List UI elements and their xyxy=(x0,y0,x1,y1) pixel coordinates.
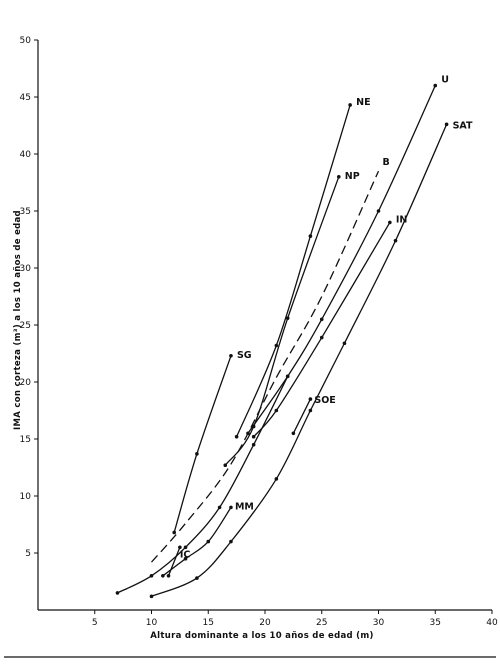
y-tick-label: 5 xyxy=(25,549,31,559)
series-mm xyxy=(161,505,233,578)
series-labels: SG IC MM NE NP B U IN SAT SOE xyxy=(180,75,473,561)
data-point xyxy=(308,234,313,238)
series-line xyxy=(224,176,340,466)
data-point xyxy=(172,530,176,535)
data-point xyxy=(166,574,171,578)
data-point xyxy=(388,220,392,225)
data-point xyxy=(291,431,296,436)
series-sg xyxy=(172,353,233,535)
series-line xyxy=(253,222,391,438)
data-point xyxy=(336,175,341,179)
y-tick-label: 10 xyxy=(20,492,32,502)
data-point xyxy=(149,574,154,578)
x-tick-label: 35 xyxy=(430,618,441,628)
data-point xyxy=(223,463,228,468)
data-point xyxy=(234,434,239,439)
data-point xyxy=(308,408,313,413)
x-tick-label: 40 xyxy=(486,618,498,628)
x-axis-title: Altura dominante a los 10 años de edad (… xyxy=(150,631,373,641)
data-point xyxy=(308,397,313,401)
data-point xyxy=(444,122,449,127)
data-point xyxy=(246,431,250,436)
axes: 5 10 15 20 25 30 35 40 5 10 15 20 25 30 35 40 45 50 xyxy=(20,36,498,628)
series-label: SAT xyxy=(453,120,473,131)
data-point xyxy=(161,574,165,578)
y-tick-label: 25 xyxy=(20,321,31,331)
series-line xyxy=(236,104,351,437)
series-soe xyxy=(291,397,313,436)
series-line xyxy=(117,376,289,594)
data-point xyxy=(229,353,233,358)
data-point xyxy=(195,576,199,580)
series-b xyxy=(151,170,380,563)
data-point xyxy=(217,505,222,510)
data-point xyxy=(274,408,279,413)
series-label: B xyxy=(383,157,390,168)
series-sat xyxy=(149,122,449,599)
data-point xyxy=(274,477,279,481)
series-u xyxy=(246,83,438,436)
x-tick-label: 25 xyxy=(316,618,327,628)
y-tick-label: 15 xyxy=(20,435,31,445)
x-tick-label: 15 xyxy=(203,618,214,628)
series-label: NE xyxy=(356,97,370,108)
data-point xyxy=(319,335,324,340)
series-line xyxy=(173,355,232,533)
y-tick-label: 20 xyxy=(20,378,32,388)
y-tick-label: 40 xyxy=(20,150,32,160)
series-label: U xyxy=(441,75,449,86)
series-label: IN xyxy=(396,214,408,225)
y-tick-label: 30 xyxy=(20,264,32,274)
series-label: MM xyxy=(235,501,254,512)
data-point xyxy=(206,539,211,544)
data-point xyxy=(195,452,199,456)
data-point xyxy=(342,341,347,346)
series-layer xyxy=(115,83,449,599)
series-ic xyxy=(166,545,182,578)
y-tick-label: 45 xyxy=(20,93,31,103)
series-line xyxy=(167,547,181,577)
data-point xyxy=(285,374,290,379)
series-np xyxy=(223,175,341,468)
series-line xyxy=(162,507,232,577)
series-line xyxy=(247,85,436,434)
data-point xyxy=(251,434,256,439)
data-point xyxy=(183,556,188,561)
data-point xyxy=(251,442,256,447)
data-point xyxy=(376,209,381,213)
series-line xyxy=(292,398,311,434)
data-point xyxy=(149,594,154,599)
series-line xyxy=(151,170,380,563)
series-label: SOE xyxy=(314,395,335,406)
data-point xyxy=(285,316,290,320)
y-tick-label: 50 xyxy=(20,36,32,46)
series-label: NP xyxy=(345,171,360,182)
x-tick-label: 20 xyxy=(259,618,271,628)
data-point xyxy=(348,103,352,107)
data-point xyxy=(183,545,188,550)
series-in xyxy=(251,220,392,439)
data-point xyxy=(274,343,279,348)
data-point xyxy=(229,505,233,510)
series-label: IC xyxy=(180,549,191,560)
series-unlabeled xyxy=(115,374,290,595)
x-tick-label: 5 xyxy=(92,618,98,628)
x-tick-label: 10 xyxy=(146,618,158,628)
series-ne xyxy=(234,103,352,439)
data-point xyxy=(319,317,324,322)
data-point xyxy=(229,539,233,544)
y-tick-label: 35 xyxy=(20,207,31,217)
series-label: SG xyxy=(237,350,252,361)
series-line xyxy=(151,124,448,597)
data-point xyxy=(393,238,398,243)
data-point xyxy=(433,83,438,88)
data-point xyxy=(178,545,182,550)
x-tick-label: 30 xyxy=(373,618,385,628)
data-point xyxy=(115,591,120,595)
y-axis-title: IMA con corteza (m³) a los 10 años de ed… xyxy=(13,210,23,430)
